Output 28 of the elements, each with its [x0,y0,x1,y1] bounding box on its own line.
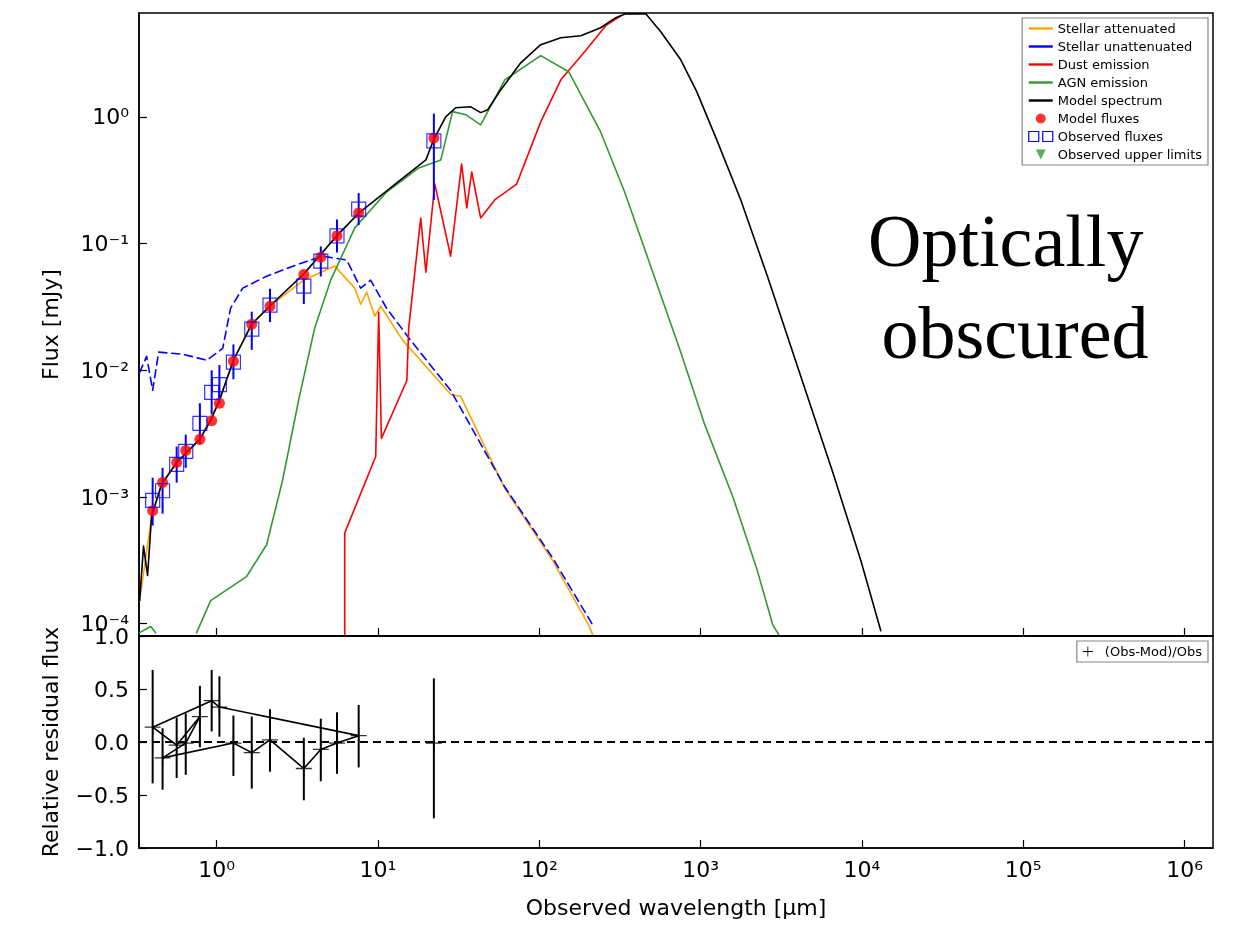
legend-label: AGN emission [1057,75,1148,90]
legend-label: (Obs-Mod)/Obs [1104,644,1203,659]
x-tick-label: 10⁵ [1004,856,1042,882]
x-tick-label: 10⁰ [198,856,236,882]
x-axis-title: Observed wavelength [μm] [525,894,827,920]
legend-label: Model fluxes [1057,111,1140,126]
legend-label: Observed upper limits [1057,147,1203,162]
y-axis-title: Flux [mJy] [37,269,63,380]
legend-label: Stellar unattenuated [1057,39,1193,54]
legend-label: Observed fluxes [1057,129,1164,144]
y-tick-label: 10⁻³ [80,484,129,510]
legend-label: Stellar attenuated [1057,21,1176,36]
y-tick-label: −0.5 [75,782,129,808]
x-tick-label: 10³ [682,856,720,882]
y-tick-label: 0.0 [94,729,129,755]
x-tick-label: 10¹ [359,856,397,882]
legend-label: Dust emission [1057,57,1150,72]
x-tick-label: 10² [520,856,558,882]
y-tick-label: 10⁻¹ [80,231,129,257]
y-axis-title: Relative residual flux [37,626,63,858]
x-tick-label: 10⁴ [843,856,881,882]
x-tick-label: 10⁶ [1166,856,1204,882]
y-tick-label: 10⁻² [80,357,129,383]
y-tick-label: −1.0 [75,835,129,861]
y-tick-label: 0.5 [94,676,129,702]
legend-label: Model spectrum [1057,93,1163,108]
y-tick-label: 10⁰ [92,104,130,130]
annotation: Optically obscured [868,200,1162,374]
